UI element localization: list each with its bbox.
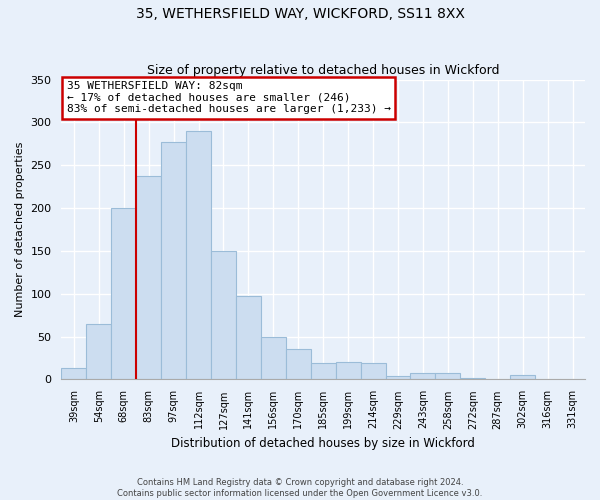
Bar <box>261 338 286 380</box>
Text: Contains HM Land Registry data © Crown copyright and database right 2024.
Contai: Contains HM Land Registry data © Crown c… <box>118 478 482 498</box>
Text: 35, WETHERSFIELD WAY, WICKFORD, SS11 8XX: 35, WETHERSFIELD WAY, WICKFORD, SS11 8XX <box>136 8 464 22</box>
Bar <box>286 350 311 380</box>
Title: Size of property relative to detached houses in Wickford: Size of property relative to detached ho… <box>147 64 499 77</box>
Y-axis label: Number of detached properties: Number of detached properties <box>15 142 25 317</box>
Bar <box>311 363 335 380</box>
Text: 35 WETHERSFIELD WAY: 82sqm
← 17% of detached houses are smaller (246)
83% of sem: 35 WETHERSFIELD WAY: 82sqm ← 17% of deta… <box>67 81 391 114</box>
Bar <box>186 131 211 380</box>
Bar <box>460 378 485 380</box>
Bar <box>335 362 361 380</box>
Bar <box>236 296 261 380</box>
Bar <box>86 324 111 380</box>
Bar <box>361 363 386 380</box>
Bar <box>436 374 460 380</box>
Bar <box>410 374 436 380</box>
Bar <box>111 208 136 380</box>
X-axis label: Distribution of detached houses by size in Wickford: Distribution of detached houses by size … <box>171 437 475 450</box>
Bar <box>136 176 161 380</box>
Bar <box>61 368 86 380</box>
Bar <box>161 142 186 380</box>
Bar <box>211 251 236 380</box>
Bar <box>510 375 535 380</box>
Bar <box>386 376 410 380</box>
